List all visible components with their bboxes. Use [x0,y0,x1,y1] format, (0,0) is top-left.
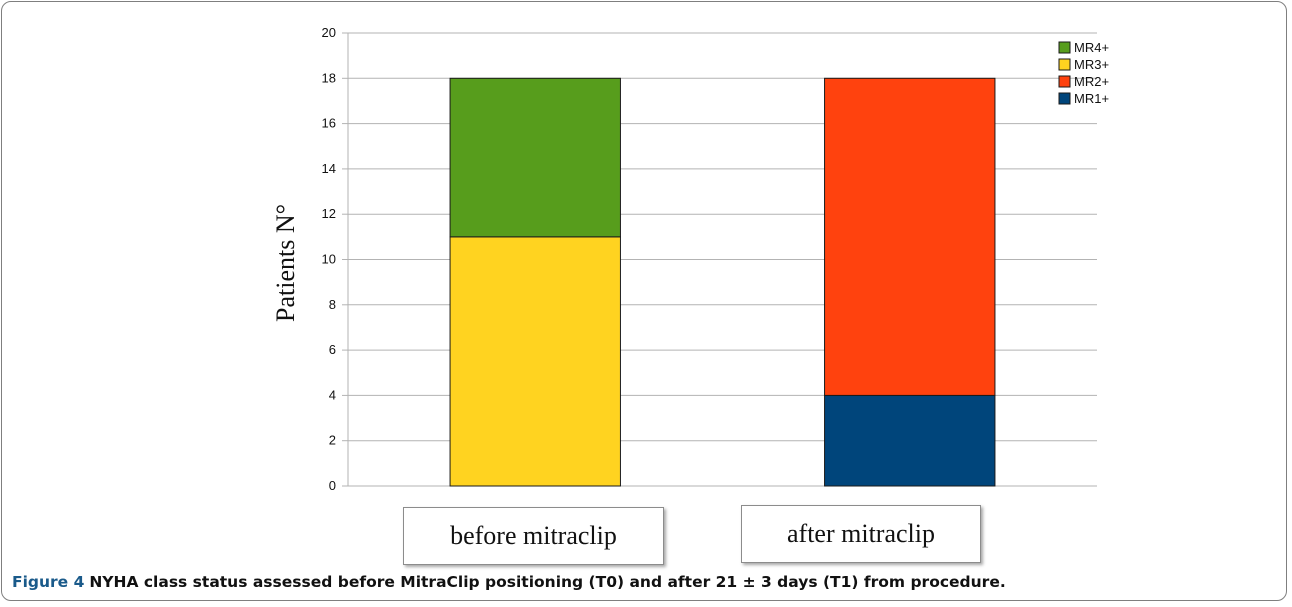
legend-label: MR1+ [1074,91,1109,106]
category-label-before: before mitraclip [403,507,664,565]
y-tick-label: 20 [322,25,336,40]
legend-label: MR2+ [1074,74,1109,89]
caption-text: NYHA class status assessed before MitraC… [89,573,1006,591]
y-tick-label: 16 [322,116,336,131]
y-tick-label: 8 [329,297,336,312]
bars [449,77,996,487]
legend-swatch [1058,75,1071,88]
y-axis-label: Patients N° [271,204,300,322]
y-tick-labels: 0 2 4 6 8 10 12 14 16 18 20 [322,25,336,493]
legend-swatch [1058,41,1071,54]
y-tick-label: 14 [322,161,336,176]
bar-segment-mr2plus [824,77,996,396]
y-tick-label: 2 [329,433,336,448]
legend-label: MR3+ [1074,57,1109,72]
legend: MR4+ MR3+ MR2+ MR1+ [1058,40,1109,106]
y-tick-label: 12 [322,206,336,221]
y-tick-label: 10 [322,252,336,267]
bar-segment-mr3plus [449,236,621,487]
y-tick-label: 6 [329,342,336,357]
caption-label: Figure 4 [12,573,85,591]
figure-caption: Figure 4 NYHA class status assessed befo… [12,573,1006,591]
bar-segment-mr1plus [824,394,996,487]
category-label-after: after mitraclip [741,505,981,563]
legend-swatch [1058,92,1071,105]
y-tick-label: 0 [329,478,336,493]
legend-label: MR4+ [1074,40,1109,55]
legend-swatch [1058,58,1071,71]
y-tick-label: 18 [322,70,336,85]
bar-segment-mr4plus [449,77,621,238]
y-tick-label: 4 [329,387,336,402]
